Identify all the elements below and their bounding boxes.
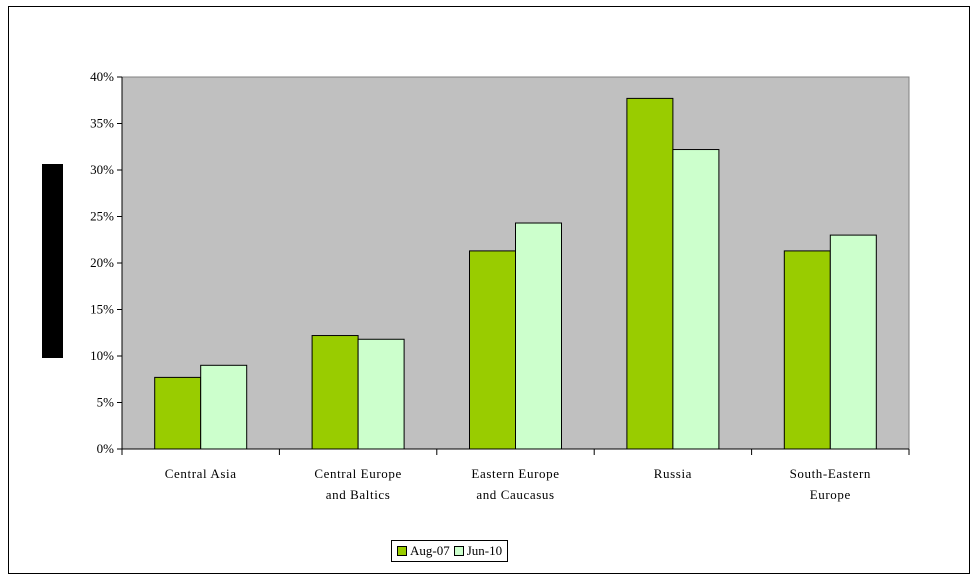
bar-jun-10 [515, 222, 562, 450]
legend-label-jun-10: Jun-10 [466, 543, 503, 558]
bar-jun-10 [357, 338, 405, 450]
bars [154, 97, 877, 450]
legend-item-aug-07: Aug-07 [397, 543, 450, 559]
legend-label-aug-07: Aug-07 [410, 543, 450, 558]
x-category-label: Eastern Europe [471, 466, 559, 481]
bar-aug-07 [154, 376, 202, 450]
legend-swatch-aug-07 [397, 546, 407, 556]
x-category-label: South-Eastern [790, 466, 871, 481]
y-tick-label: 40% [90, 69, 114, 84]
bar-aug-07 [469, 250, 516, 450]
y-tick-label: 30% [90, 162, 114, 177]
legend: Aug-07 Jun-10 [391, 540, 509, 562]
x-category-label: Central Asia [165, 466, 237, 481]
bar-aug-07 [311, 335, 359, 450]
bar-aug-07 [626, 97, 674, 450]
y-tick-label: 15% [90, 302, 114, 317]
y-tick-label: 20% [90, 255, 114, 270]
y-tick-label: 25% [90, 209, 114, 224]
x-category-label: Russia [654, 466, 692, 481]
bar-jun-10 [200, 364, 248, 450]
legend-swatch-jun-10 [453, 546, 464, 556]
redacted-axis-label [42, 164, 63, 358]
x-category-label: Central Europe [314, 466, 401, 481]
bar-aug-07 [783, 250, 831, 450]
y-tick-label: 5% [97, 395, 115, 410]
x-category-label: Europe [810, 487, 851, 502]
x-axis: Central Asia Central Europe and Baltics Eas… [121, 448, 910, 502]
y-axis: 0% 5% 10% 15% 20% 25% 30% 35% 40% [90, 69, 123, 456]
bar-jun-10 [829, 234, 877, 450]
y-tick-label: 10% [90, 348, 114, 363]
bar-jun-10 [672, 149, 720, 450]
legend-item-jun-10: Jun-10 [453, 543, 503, 559]
x-category-label: and Caucasus [476, 487, 554, 502]
x-category-label: and Baltics [326, 487, 391, 502]
y-tick-label: 35% [90, 116, 114, 131]
y-tick-label: 0% [97, 441, 115, 456]
